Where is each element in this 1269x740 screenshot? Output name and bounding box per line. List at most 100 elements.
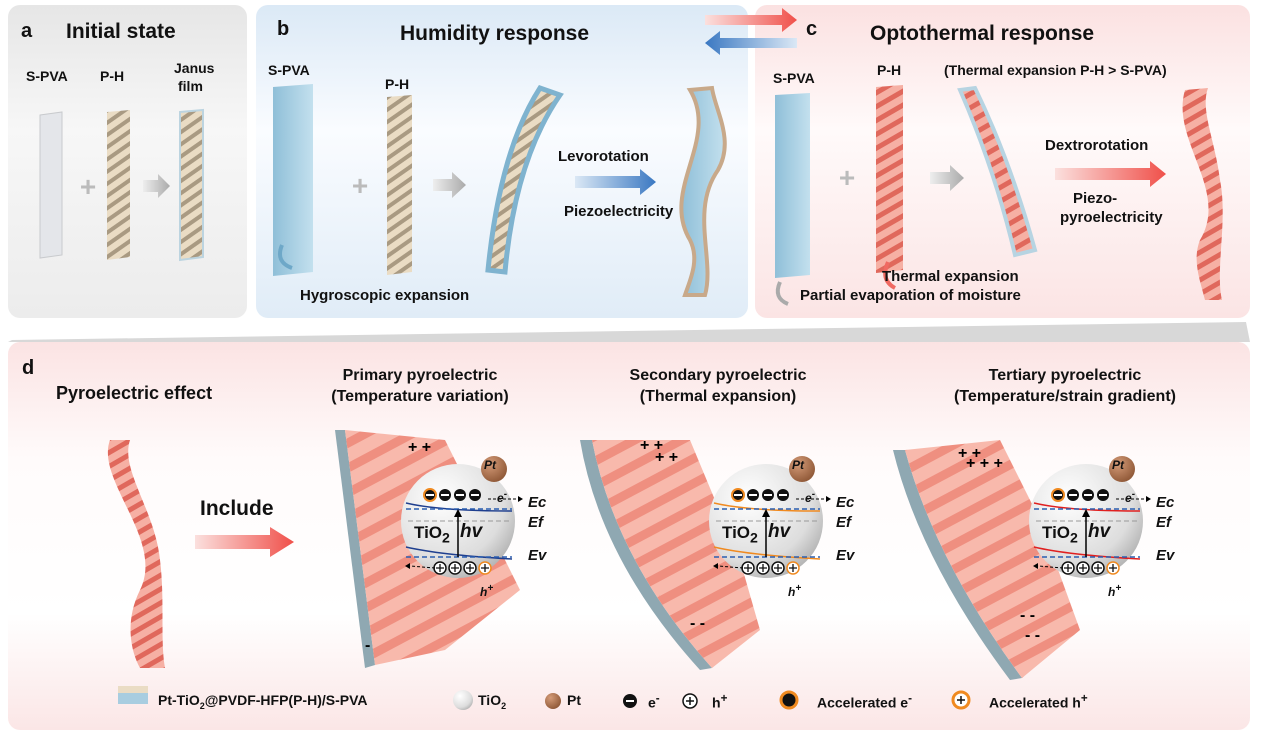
evaporation-label: Partial evaporation of moisture	[800, 287, 1021, 304]
svg-text:- -: - -	[1025, 627, 1040, 644]
tio2-band-diagram: Pt e- TiO2 hv Ec Ef Ev h+	[400, 455, 546, 605]
dextrorotation-arrow	[1055, 161, 1166, 187]
label-film: film	[178, 78, 203, 94]
spva-layer	[335, 430, 375, 668]
svg-text:+ +: + +	[958, 445, 981, 462]
levorotation-arrow	[575, 169, 656, 195]
panel-letter: b	[277, 18, 290, 40]
thermal-expansion-label: Thermal expansion	[882, 268, 1019, 285]
bent-film	[957, 85, 1038, 258]
ef-label: Ef	[528, 514, 543, 531]
spva-film	[273, 84, 313, 276]
piezo-label: Piezo-	[1073, 190, 1118, 207]
legend-accelerated-electron-icon	[779, 690, 799, 710]
svg-text:+: +	[839, 162, 855, 193]
panel-title: Optothermal response	[870, 22, 1095, 45]
pt-label: Pt	[484, 458, 496, 472]
twisted-film	[107, 440, 165, 668]
legend-tio2-label: TiO2	[478, 692, 507, 711]
label-spva: S-PVA	[26, 68, 68, 84]
label-spva: S-PVA	[268, 62, 310, 78]
levorotation-label: Levorotation	[558, 148, 649, 165]
connector	[8, 322, 1250, 342]
hv-label: hv	[460, 521, 483, 542]
pt-label: Pt	[1112, 458, 1124, 472]
svg-text:-: -	[365, 637, 370, 654]
bent-film	[485, 84, 564, 275]
ev-label: Ev	[836, 547, 855, 564]
curl-arrow-icon	[278, 244, 293, 270]
ec-label: Ec	[528, 494, 547, 511]
tio2-band-diagram: Pt e- TiO2 hv Ec Ef Ev h+	[708, 455, 854, 605]
tio2-label: TiO2	[722, 523, 758, 547]
legend-tio2-icon	[453, 690, 473, 710]
panel-title: Humidity response	[400, 22, 590, 45]
hole-label: h+	[788, 583, 802, 599]
ef-label: Ef	[836, 514, 851, 531]
panel-letter: a	[21, 20, 33, 42]
label-janus: Janus	[174, 60, 215, 76]
svg-text:- -: - -	[690, 615, 705, 632]
twisted-film	[1182, 88, 1223, 300]
hv-label: hv	[768, 521, 791, 542]
ev-label: Ev	[1156, 547, 1175, 564]
electron-label: e-	[805, 489, 816, 505]
curl-arrow-icon	[883, 261, 897, 290]
ec-label: Ec	[1156, 494, 1175, 511]
secondary-pyroelectric-title: Secondary pyroelectric (Thermal expansion…	[629, 367, 807, 405]
legend-accelerated-electron-label: Accelerated e-	[817, 692, 912, 711]
ec-label: Ec	[836, 494, 855, 511]
svg-text:+ + +: + + +	[966, 455, 1003, 472]
tertiary-pyroelectric-title: Tertiary pyroelectric (Temperature/strain…	[954, 367, 1176, 405]
legend-film-label: Pt-TiO2@PVDF-HFP(P-H)/S-PVA	[158, 692, 368, 711]
include-arrow	[195, 527, 294, 557]
twisted-film	[679, 85, 727, 297]
hygroscopic-label: Hygroscopic expansion	[300, 287, 470, 304]
pt-particle	[481, 456, 507, 482]
hv-label: hv	[1088, 521, 1111, 542]
pt-particle	[789, 456, 815, 482]
include-label: Include	[200, 497, 274, 520]
condition-label: (Thermal expansion P-H > S-PVA)	[944, 62, 1167, 78]
tio2-label: TiO2	[1042, 523, 1078, 547]
ef-label: Ef	[1156, 514, 1171, 531]
svg-text:- -: - -	[1020, 607, 1035, 624]
electron-label: e-	[497, 489, 508, 505]
pyroelectric-effect-title: Pyroelectric effect	[56, 383, 213, 403]
charges: + +- + ++ +- - + ++ + +- -- -	[365, 437, 1040, 654]
tio2-label: TiO2	[414, 523, 450, 547]
spva-layer	[580, 440, 712, 670]
panel-letter: d	[22, 357, 35, 379]
label-ph: P-H	[100, 68, 125, 84]
legend-film-icon	[118, 690, 148, 704]
tio2-band-diagram: Pt e- TiO2 hv Ec Ef Ev h+	[1028, 455, 1174, 605]
heat-arrow	[705, 8, 797, 32]
label-spva: S-PVA	[773, 70, 815, 86]
arrow-icon	[143, 174, 170, 198]
hole-label: h+	[1108, 583, 1122, 599]
pyro-film-tertiary	[905, 440, 1080, 678]
piezoelectricity-label: Piezoelectricity	[564, 203, 674, 220]
svg-text:+ +: + +	[640, 437, 663, 454]
primary-pyroelectric-title: Primary pyroelectric (Temperature variati…	[331, 367, 509, 405]
ev-label: Ev	[528, 547, 547, 564]
arrow-icon	[433, 172, 466, 198]
svg-text:+ +: + +	[408, 439, 431, 456]
legend-pt-label: Pt	[567, 692, 581, 708]
label-ph: P-H	[877, 62, 902, 78]
spva-film	[775, 93, 810, 278]
svg-text:+: +	[80, 171, 96, 202]
pyro-film-secondary	[592, 440, 760, 668]
panel-letter: c	[806, 18, 818, 40]
legend-accelerated-hole-label: Accelerated h+	[989, 692, 1088, 711]
spva-layer	[893, 450, 1022, 680]
humidity-arrow	[705, 31, 797, 55]
svg-text:+ +: + +	[655, 449, 678, 466]
svg-text:+: +	[352, 170, 368, 201]
janus-film	[179, 108, 204, 262]
pt-label: Pt	[792, 458, 804, 472]
electron-label: e-	[1125, 489, 1136, 505]
legend-electron-label: e-	[648, 692, 660, 711]
ph-film	[387, 95, 412, 275]
label-ph: P-H	[385, 76, 410, 92]
